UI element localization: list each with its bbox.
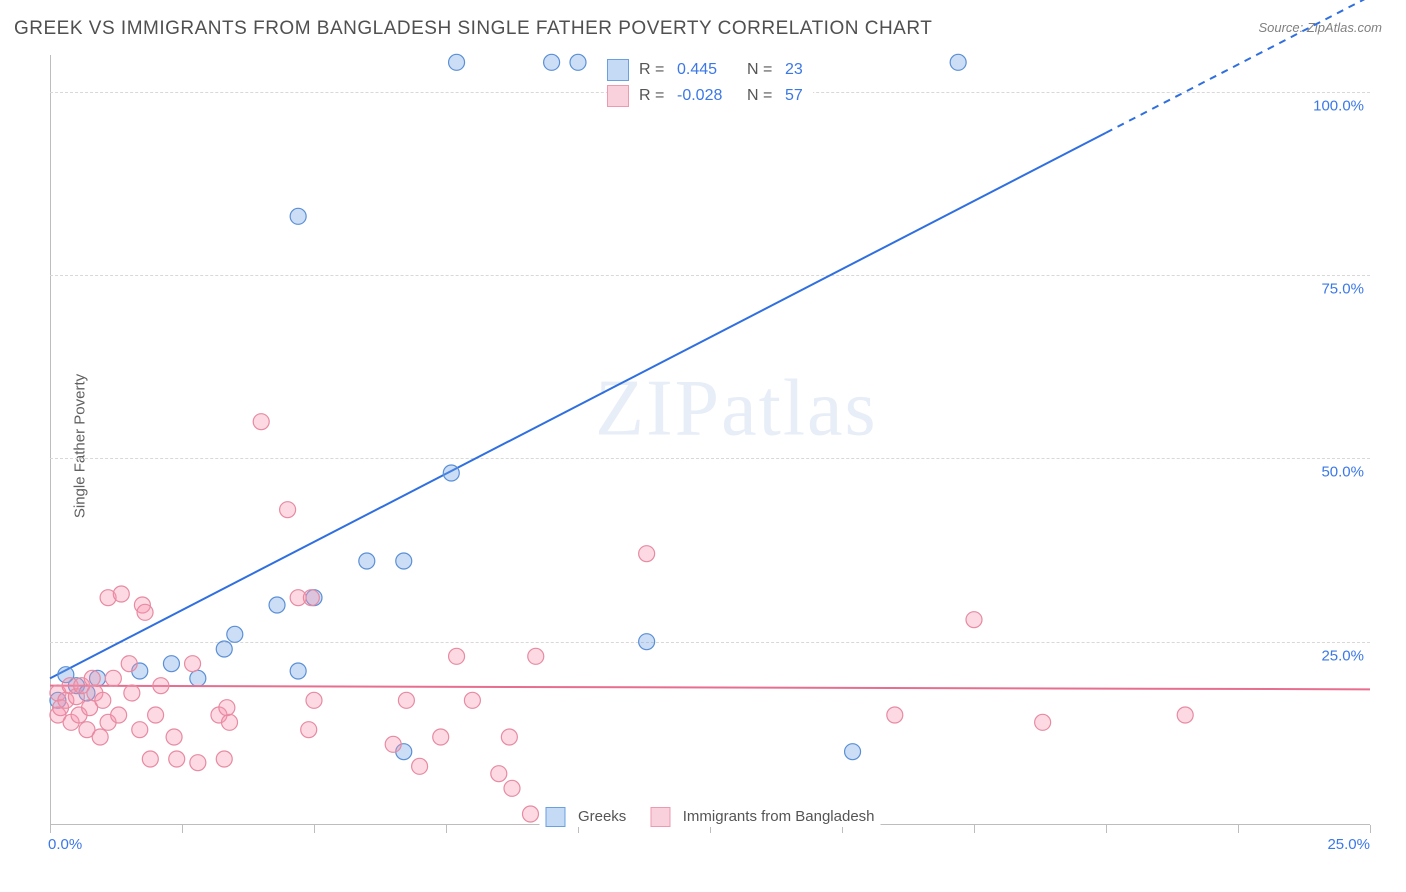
data-point-bangladeshi bbox=[301, 722, 317, 738]
data-point-greeks bbox=[570, 54, 586, 70]
data-point-bangladeshi bbox=[124, 685, 140, 701]
data-point-bangladeshi bbox=[84, 670, 100, 686]
data-point-greeks bbox=[163, 656, 179, 672]
x-tick bbox=[1238, 825, 1239, 833]
data-point-bangladeshi bbox=[166, 729, 182, 745]
x-tick bbox=[1370, 825, 1371, 833]
data-point-bangladeshi bbox=[433, 729, 449, 745]
data-point-greeks bbox=[290, 663, 306, 679]
data-point-greeks bbox=[950, 54, 966, 70]
data-point-bangladeshi bbox=[253, 414, 269, 430]
legend-r-value-bangladeshi: -0.028 bbox=[677, 87, 737, 105]
data-point-bangladeshi bbox=[92, 729, 108, 745]
data-point-bangladeshi bbox=[153, 678, 169, 694]
data-point-bangladeshi bbox=[216, 751, 232, 767]
scatter-svg bbox=[50, 55, 1370, 825]
data-point-bangladeshi bbox=[528, 648, 544, 664]
data-point-bangladeshi bbox=[95, 692, 111, 708]
data-point-greeks bbox=[443, 465, 459, 481]
data-point-bangladeshi bbox=[222, 714, 238, 730]
x-tick bbox=[314, 825, 315, 833]
legend-n-value-bangladeshi: 57 bbox=[785, 87, 813, 105]
x-tick bbox=[974, 825, 975, 833]
chart-title: GREEK VS IMMIGRANTS FROM BANGLADESH SING… bbox=[14, 18, 932, 40]
legend-n-label: N = bbox=[747, 61, 775, 79]
data-point-bangladeshi bbox=[169, 751, 185, 767]
data-point-greeks bbox=[639, 634, 655, 650]
data-point-greeks bbox=[227, 626, 243, 642]
data-point-bangladeshi bbox=[185, 656, 201, 672]
origin-label: 0.0% bbox=[48, 836, 82, 853]
data-point-bangladeshi bbox=[303, 590, 319, 606]
legend-row-bangladeshi: R = -0.028 N = 57 bbox=[607, 83, 813, 109]
legend-correlation: R = 0.445 N = 23 R = -0.028 N = 57 bbox=[607, 57, 813, 109]
data-point-greeks bbox=[190, 670, 206, 686]
x-tick bbox=[1106, 825, 1107, 833]
legend-item-bangladeshi: Immigrants from Bangladesh bbox=[650, 807, 874, 827]
data-point-bangladeshi bbox=[464, 692, 480, 708]
trend-line-greeks bbox=[50, 133, 1106, 679]
chart-source: Source: ZipAtlas.com bbox=[1258, 20, 1382, 35]
data-point-bangladeshi bbox=[306, 692, 322, 708]
data-point-bangladeshi bbox=[385, 736, 401, 752]
data-point-bangladeshi bbox=[522, 806, 538, 822]
legend-r-value-greeks: 0.445 bbox=[677, 61, 737, 79]
data-point-bangladeshi bbox=[501, 729, 517, 745]
trend-line-bangladeshi bbox=[50, 686, 1370, 690]
x-tick bbox=[50, 825, 51, 833]
data-point-bangladeshi bbox=[113, 586, 129, 602]
plot-area: 25.0%50.0%75.0%100.0% ZIPatlas R = 0.445… bbox=[50, 55, 1370, 825]
data-point-bangladeshi bbox=[639, 546, 655, 562]
data-point-bangladeshi bbox=[190, 755, 206, 771]
data-point-bangladeshi bbox=[412, 758, 428, 774]
data-point-bangladeshi bbox=[504, 780, 520, 796]
legend-series: Greeks Immigrants from Bangladesh bbox=[539, 807, 880, 827]
data-point-greeks bbox=[544, 54, 560, 70]
legend-swatch-greeks bbox=[545, 807, 565, 827]
data-point-bangladeshi bbox=[398, 692, 414, 708]
chart-container: GREEK VS IMMIGRANTS FROM BANGLADESH SING… bbox=[0, 0, 1406, 892]
data-point-bangladeshi bbox=[491, 766, 507, 782]
data-point-bangladeshi bbox=[132, 722, 148, 738]
legend-n-label: N = bbox=[747, 87, 775, 105]
data-point-greeks bbox=[269, 597, 285, 613]
data-point-bangladeshi bbox=[280, 502, 296, 518]
data-point-greeks bbox=[845, 744, 861, 760]
data-point-bangladeshi bbox=[1177, 707, 1193, 723]
data-point-greeks bbox=[449, 54, 465, 70]
x-tick bbox=[446, 825, 447, 833]
xmax-label: 25.0% bbox=[1327, 836, 1370, 853]
data-point-bangladeshi bbox=[142, 751, 158, 767]
data-point-bangladeshi bbox=[966, 612, 982, 628]
legend-r-label: R = bbox=[639, 61, 667, 79]
data-point-greeks bbox=[396, 553, 412, 569]
data-point-bangladeshi bbox=[111, 707, 127, 723]
data-point-bangladeshi bbox=[137, 604, 153, 620]
legend-item-greeks: Greeks bbox=[545, 807, 626, 827]
data-point-bangladeshi bbox=[219, 700, 235, 716]
legend-swatch-bangladeshi bbox=[650, 807, 670, 827]
legend-swatch-greeks bbox=[607, 59, 629, 81]
legend-r-label: R = bbox=[639, 87, 667, 105]
data-point-bangladeshi bbox=[1035, 714, 1051, 730]
data-point-bangladeshi bbox=[887, 707, 903, 723]
data-point-greeks bbox=[290, 208, 306, 224]
legend-row-greeks: R = 0.445 N = 23 bbox=[607, 57, 813, 83]
data-point-greeks bbox=[359, 553, 375, 569]
data-point-greeks bbox=[216, 641, 232, 657]
data-point-bangladeshi bbox=[121, 656, 137, 672]
legend-n-value-greeks: 23 bbox=[785, 61, 813, 79]
legend-swatch-bangladeshi bbox=[607, 85, 629, 107]
legend-label-greeks: Greeks bbox=[578, 808, 626, 825]
data-point-bangladeshi bbox=[148, 707, 164, 723]
data-point-bangladeshi bbox=[105, 670, 121, 686]
x-tick bbox=[182, 825, 183, 833]
data-point-bangladeshi bbox=[449, 648, 465, 664]
legend-label-bangladeshi: Immigrants from Bangladesh bbox=[683, 808, 875, 825]
